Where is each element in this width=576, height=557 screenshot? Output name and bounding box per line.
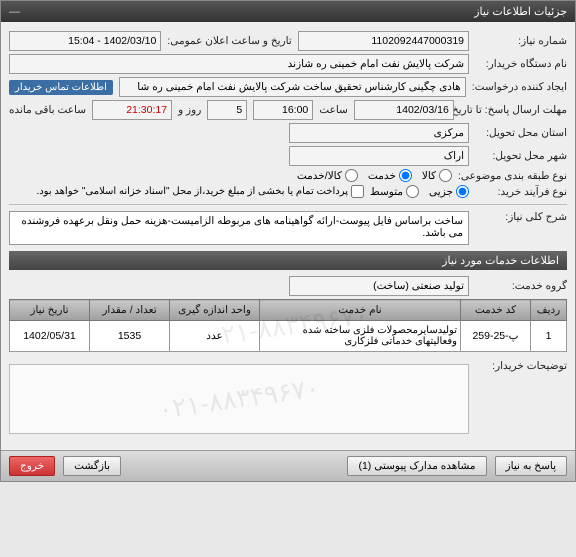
creator-field [119, 77, 466, 97]
need-no-label: شماره نیاز: [475, 35, 567, 47]
th-code: کد خدمت [461, 300, 531, 321]
window-title: جزئیات اطلاعات نیاز [474, 5, 567, 18]
announce-label: تاریخ و ساعت اعلان عمومی: [167, 35, 291, 47]
province-field [289, 123, 469, 143]
radio-medium[interactable]: متوسط [370, 185, 419, 198]
radio-khedmat[interactable]: خدمت [368, 169, 412, 182]
days-field [207, 100, 247, 120]
back-button[interactable]: بازگشت [63, 456, 121, 476]
process-note-check[interactable]: پرداخت تمام یا بخشی از مبلغ خرید،از محل … [36, 185, 364, 198]
deadline-date-field [354, 100, 454, 120]
cell-name: تولیدسایرمحصولات فلزی ساخته شده وفعالیته… [260, 321, 461, 352]
th-unit: واحد اندازه گیری [170, 300, 260, 321]
th-qty: تعداد / مقدار [90, 300, 170, 321]
province-label: استان محل تحویل: [475, 127, 567, 139]
remain-time-field [92, 100, 172, 120]
need-no-field [298, 31, 469, 51]
radio-partial[interactable]: جزیی [429, 185, 469, 198]
th-name: نام خدمت [260, 300, 461, 321]
service-group-field [289, 276, 469, 296]
table-row[interactable]: 1 پ-25-259 تولیدسایرمحصولات فلزی ساخته ش… [10, 321, 567, 352]
buyer-org-label: نام دستگاه خریدار: [475, 58, 567, 70]
remain-suffix: ساعت باقی مانده [9, 104, 86, 116]
cell-unit: عدد [170, 321, 260, 352]
cell-date: 1402/05/31 [10, 321, 90, 352]
services-table: ردیف کد خدمت نام خدمت واحد اندازه گیری ت… [9, 299, 567, 352]
announce-field [9, 31, 161, 51]
general-desc-label: شرح کلی نیاز: [475, 211, 567, 223]
deadline-label: مهلت ارسال پاسخ: تا تاریخ: [460, 104, 567, 116]
window-titlebar: جزئیات اطلاعات نیاز — [1, 1, 575, 22]
buyer-notes-label: توضیحات خریدار: [475, 360, 567, 372]
cell-qty: 1535 [90, 321, 170, 352]
cell-code: پ-25-259 [461, 321, 531, 352]
th-row: ردیف [531, 300, 567, 321]
subject-type-label: نوع طبقه بندی موضوعی: [458, 170, 567, 182]
attachments-button[interactable]: مشاهده مدارک پیوستی (1) [347, 456, 486, 476]
city-field [289, 146, 469, 166]
deadline-time-field [253, 100, 313, 120]
services-table-wrap: ردیف کد خدمت نام خدمت واحد اندازه گیری ت… [9, 299, 567, 352]
contact-buyer-badge[interactable]: اطلاعات تماس خریدار [9, 80, 113, 95]
minimize-icon[interactable]: — [9, 6, 20, 18]
general-desc-field [9, 211, 469, 245]
service-group-label: گروه خدمت: [475, 280, 567, 292]
buyer-notes-box [9, 364, 469, 434]
creator-label: ایجاد کننده درخواست: [472, 81, 567, 93]
city-label: شهر محل تحویل: [475, 150, 567, 162]
subject-type-group: کالا خدمت کالا/خدمت [297, 169, 452, 182]
radio-mix[interactable]: کالا/خدمت [297, 169, 358, 182]
radio-kala[interactable]: کالا [422, 169, 452, 182]
footer-toolbar: پاسخ به نیاز مشاهده مدارک پیوستی (1) باز… [1, 450, 575, 481]
exit-button[interactable]: خروج [9, 456, 55, 476]
th-date: تاریخ نیاز [10, 300, 90, 321]
reply-button[interactable]: پاسخ به نیاز [495, 456, 567, 476]
process-type-group: جزیی متوسط [370, 185, 469, 198]
time-label-1: ساعت [319, 104, 348, 116]
buyer-org-field [9, 54, 469, 74]
cell-row: 1 [531, 321, 567, 352]
process-type-label: نوع فرآیند خرید: [475, 186, 567, 198]
services-section-header: اطلاعات خدمات مورد نیاز [9, 251, 567, 270]
days-label: روز و [178, 104, 201, 116]
